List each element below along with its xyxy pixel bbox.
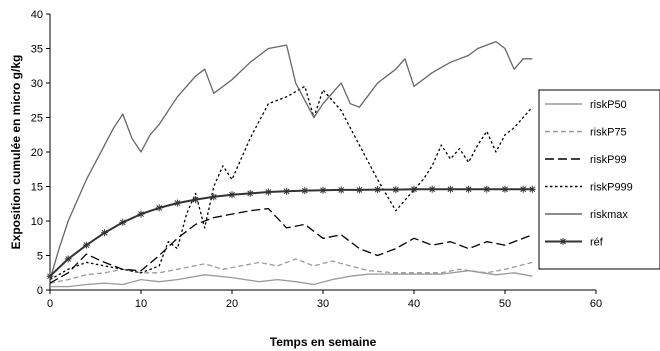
x-tick-label: 10 <box>135 298 147 310</box>
x-ticks: 0 10 20 30 40 50 60 <box>47 290 602 310</box>
legend-marker <box>559 238 567 245</box>
y-tick-label: 25 <box>31 113 43 125</box>
data-point-marker <box>173 199 181 207</box>
x-tick-label: 40 <box>408 298 420 310</box>
x-tick-label: 30 <box>317 298 329 310</box>
data-point-marker <box>519 185 527 193</box>
series-line-riskp99 <box>49 207 533 284</box>
data-point-marker <box>319 186 327 194</box>
legend-label-riskp99: riskP99 <box>590 154 627 166</box>
data-point-marker <box>410 185 418 193</box>
data-point-marker <box>355 186 363 194</box>
legend-label-riskmax: riskmax <box>590 209 628 221</box>
data-point-marker <box>283 187 291 195</box>
x-tick-label: 50 <box>499 298 511 310</box>
data-point-marker <box>155 204 163 212</box>
legend-label-riskp75: riskP75 <box>590 127 627 139</box>
data-point-marker <box>465 185 473 193</box>
data-point-marker <box>228 191 236 199</box>
data-point-marker <box>64 255 72 263</box>
legend-label-rf: réf <box>590 237 604 249</box>
y-axis-title: Exposition cumulée en micro g/kg <box>9 55 23 250</box>
legend: riskP50 riskP75 riskP99 riskP999 riskmax réf <box>538 89 660 270</box>
data-point-marker <box>137 210 145 218</box>
data-point-marker <box>264 188 272 196</box>
y-tick-label: 30 <box>31 78 43 90</box>
data-point-marker <box>337 186 345 194</box>
data-point-marker <box>101 229 109 237</box>
data-point-marker <box>483 185 491 193</box>
x-axis-title: Temps en semaine <box>270 335 377 349</box>
y-tick-label: 5 <box>37 251 43 263</box>
legend-items: riskP50 riskP75 riskP99 riskP999 riskmax réf <box>545 99 633 249</box>
y-tick-label: 35 <box>31 44 43 56</box>
data-point-marker <box>192 196 200 204</box>
data-point-marker <box>528 185 536 193</box>
series-line-rf <box>49 188 533 277</box>
data-point-marker <box>246 189 254 197</box>
y-tick-label: 10 <box>31 216 43 228</box>
x-tick-label: 60 <box>590 298 602 310</box>
series-line-riskmax <box>49 40 533 280</box>
x-tick-label: 0 <box>47 298 53 310</box>
data-point-marker <box>301 187 309 195</box>
data-point-marker <box>82 241 90 249</box>
legend-label-riskp999: riskP999 <box>590 182 633 194</box>
data-point-marker <box>46 272 54 280</box>
series-line-riskp75 <box>49 258 533 284</box>
data-point-marker <box>428 185 436 193</box>
y-tick-label: 0 <box>37 285 43 297</box>
legend-box <box>538 89 660 270</box>
data-point-marker <box>374 186 382 194</box>
y-tick-label: 40 <box>31 9 43 21</box>
legend-label-riskp50: riskP50 <box>590 99 627 111</box>
data-point-marker <box>119 218 127 226</box>
data-point-marker <box>446 185 454 193</box>
series-line-riskp50 <box>50 270 533 288</box>
data-point-marker <box>210 193 218 201</box>
plot-area: 0 10 20 30 40 50 60 0 5 10 15 20 25 30 35 40 <box>31 9 602 310</box>
y-tick-label: 20 <box>31 147 43 159</box>
data-point-marker <box>501 185 509 193</box>
x-tick-label: 20 <box>226 298 238 310</box>
data-point-marker <box>392 186 400 194</box>
y-ticks: 0 5 10 15 20 25 30 35 40 <box>31 9 50 297</box>
series-lines <box>46 40 536 288</box>
y-tick-label: 15 <box>31 182 43 194</box>
